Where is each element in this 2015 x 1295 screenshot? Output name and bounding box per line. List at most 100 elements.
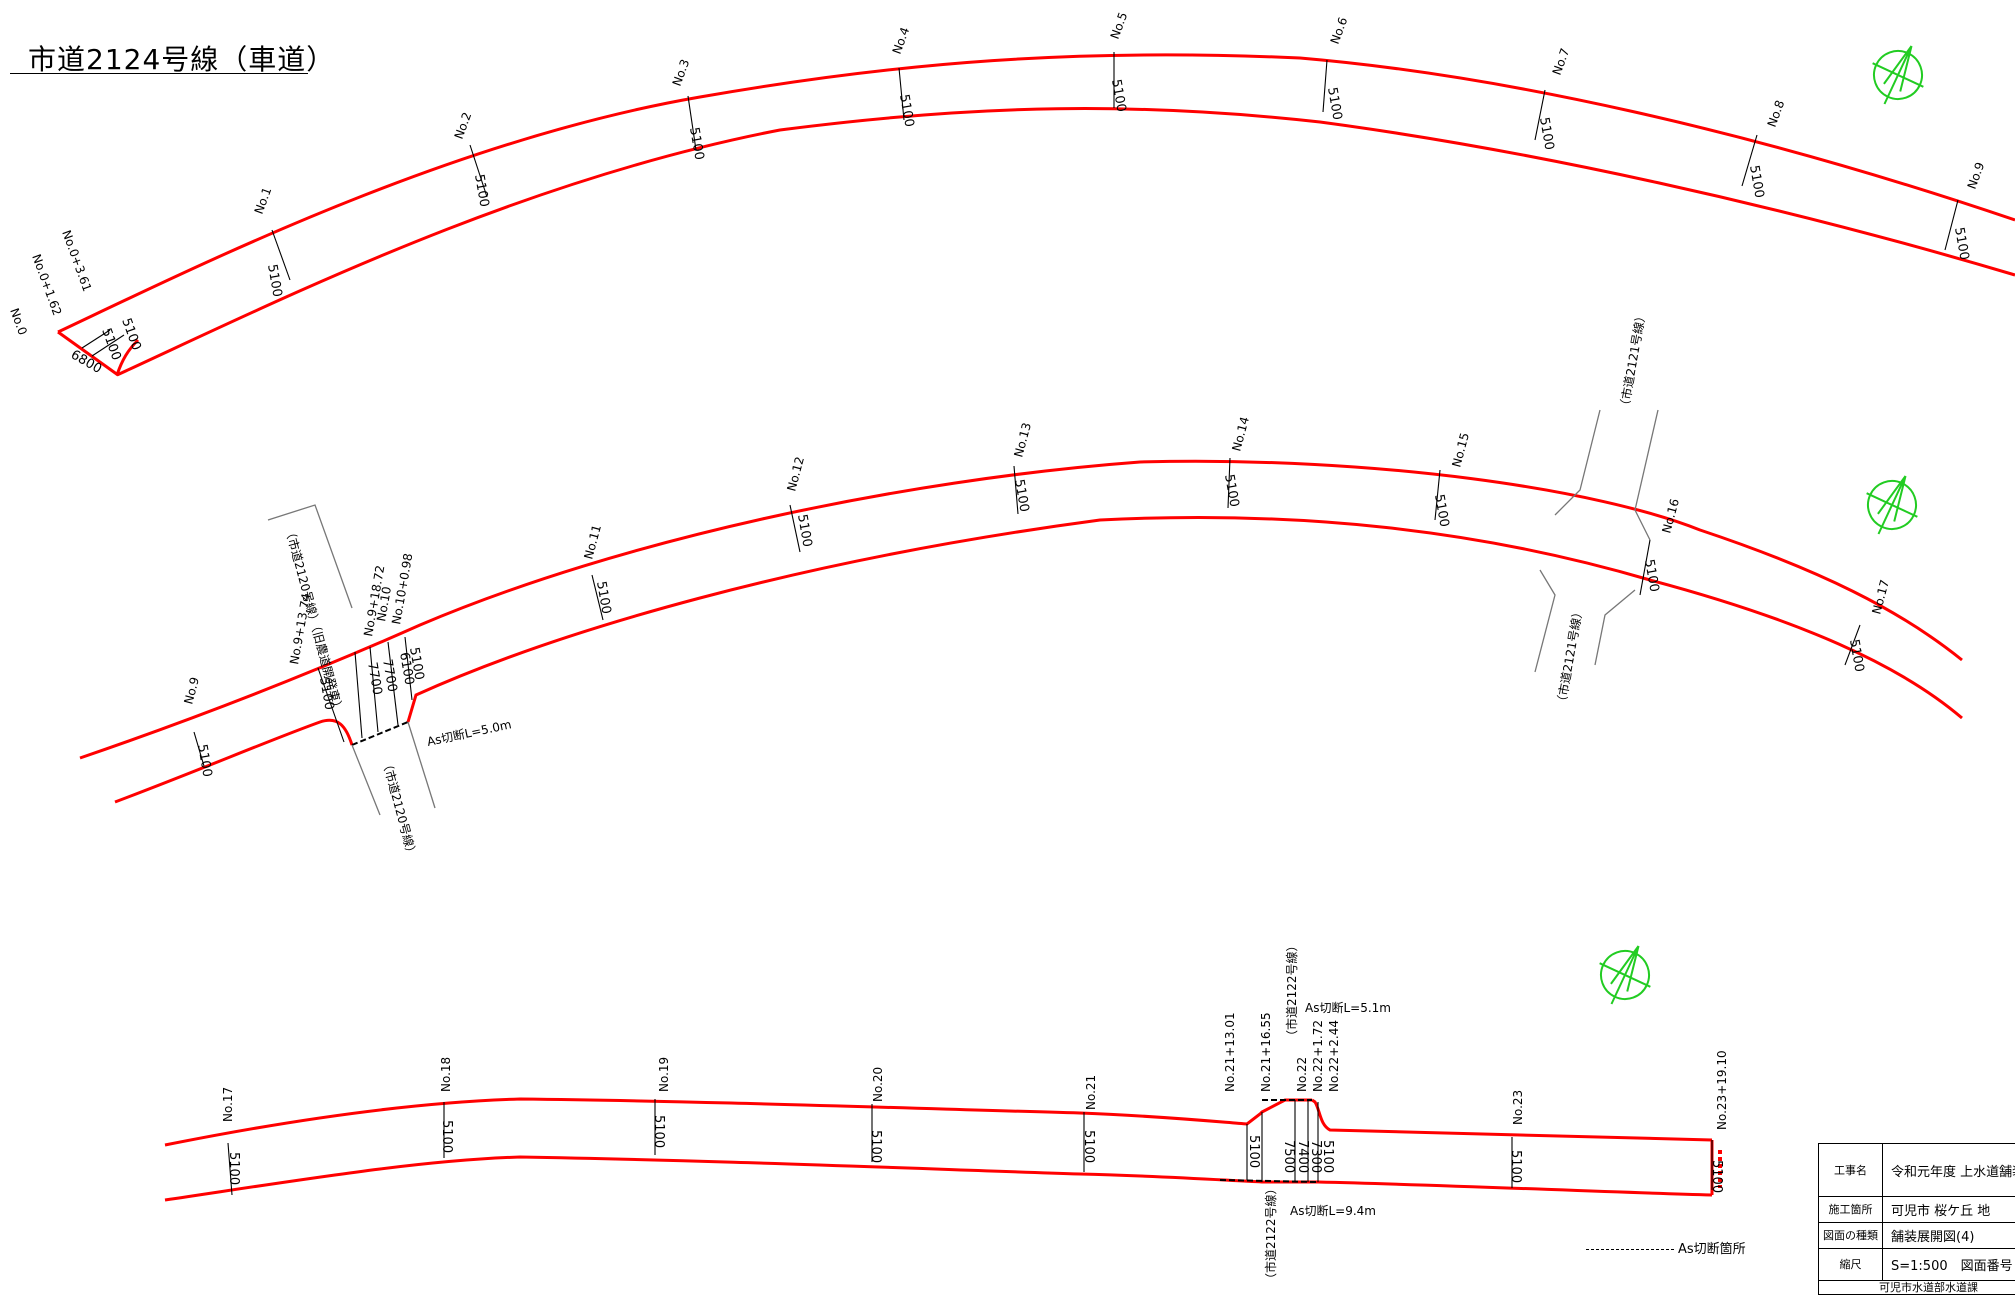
legend: As切断箇所 xyxy=(1586,1238,1746,1257)
width-label: 7700 xyxy=(364,661,385,696)
station-label: No.0+1.62 xyxy=(29,252,64,317)
station-label: No.6 xyxy=(1328,15,1351,46)
cut-note: As切断L=5.1m xyxy=(1305,1000,1391,1015)
width-label: 5100 xyxy=(471,173,492,208)
strip1-start-cap xyxy=(57,330,119,377)
station-label: No.18 xyxy=(439,1057,453,1092)
width-label: 7400 xyxy=(1295,1140,1310,1173)
drawing-title: 市道2124号線（車道） xyxy=(28,43,336,76)
width-label: 5100 xyxy=(1324,86,1345,121)
station-tick xyxy=(227,1142,233,1196)
width-label: 5100 xyxy=(1951,226,1972,261)
station-label: No.15 xyxy=(1449,431,1472,469)
station-label: No.0 xyxy=(7,306,30,337)
side-road-label: （市道2122号線） xyxy=(1263,1182,1278,1285)
station-label: No.7 xyxy=(1550,46,1573,77)
width-label: 5100 xyxy=(1508,1150,1523,1183)
width-label: 5100 xyxy=(686,126,707,161)
station-tick xyxy=(354,651,363,739)
title-block-row-office: 可児市水道部水道課 xyxy=(1819,1280,2015,1294)
station-tick xyxy=(687,95,697,151)
legend-dash-sample xyxy=(1586,1249,1674,1250)
title-block-key: 施工箇所 xyxy=(1819,1196,1883,1222)
strip3-road-top-edge xyxy=(164,1097,1312,1147)
width-label: 6100 xyxy=(396,651,417,686)
title-block-row-scale: 縮尺 S=1:500 図面番号 xyxy=(1819,1248,2015,1281)
width-label: 5100 xyxy=(118,316,143,352)
station-tick xyxy=(81,329,111,349)
side-road-2121-top-right xyxy=(1634,409,1659,541)
station-label: No.2 xyxy=(452,110,475,141)
station-label: No.19 xyxy=(657,1057,671,1092)
strip1-road-bottom-edge xyxy=(116,107,2015,377)
strip2-road-bottom-edge-left xyxy=(114,718,354,804)
station-label: No.21 xyxy=(1084,1075,1098,1110)
station-label: No.21+16.55 xyxy=(1259,1012,1273,1092)
width-label: 5100 xyxy=(1108,78,1129,113)
north-arrow-icon xyxy=(1599,945,1651,1005)
station-tick xyxy=(1434,469,1441,521)
title-underline xyxy=(10,73,308,74)
width-label: 5100 xyxy=(593,580,614,615)
title-block-row-location: 施工箇所 可児市 桜ケ丘 地 xyxy=(1819,1196,2015,1223)
width-label: 5100 xyxy=(194,743,215,778)
side-road-label: （市道2121号線） xyxy=(1616,309,1649,413)
station-tick xyxy=(271,229,291,281)
side-road-label: （市道2120号線）（旧農道開発車） xyxy=(282,525,346,715)
station-label: No.4 xyxy=(890,25,913,56)
strip2-road-bottom-edge-right xyxy=(406,516,1963,723)
station-tick xyxy=(1944,199,1959,251)
station-tick xyxy=(387,641,399,726)
station-tick xyxy=(1844,624,1861,666)
station-label: No.22 xyxy=(1295,1057,1309,1092)
width-label: 5100 xyxy=(1846,638,1867,673)
width-label: 5100 xyxy=(1641,558,1662,593)
station-tick xyxy=(317,667,345,743)
station-tick xyxy=(1322,59,1328,113)
strip1-start-curb xyxy=(115,338,140,376)
station-label: No.23+19.10 xyxy=(1715,1050,1729,1130)
side-road-2120-bottom-right xyxy=(407,721,436,809)
side-road-2121-top-left xyxy=(1554,409,1601,516)
station-label: No.3 xyxy=(670,57,693,88)
title-block: 工事名 令和元年度 上水道舗装復旧その 施工箇所 可児市 桜ケ丘 地 図面の種類… xyxy=(1818,1143,2015,1295)
station-tick xyxy=(193,731,205,767)
width-label: 5100 xyxy=(1246,1135,1261,1168)
title-block-value: 可児市水道部水道課 xyxy=(1879,1281,1978,1294)
width-label: 7500 xyxy=(1281,1140,1296,1173)
width-label: 5100 xyxy=(1320,1140,1335,1173)
title-block-value: 可児市 桜ケ丘 地 xyxy=(1891,1203,1991,1219)
station-label: No.22+2.44 xyxy=(1327,1020,1341,1092)
strip3-road-bottom-edge xyxy=(164,1155,1713,1202)
side-road-label: （市道2122号線） xyxy=(1284,939,1299,1042)
width-label: 5100 xyxy=(794,513,815,548)
station-tick xyxy=(1741,134,1758,187)
station-tick xyxy=(789,504,801,553)
strip3-road-top-edge-right xyxy=(1311,1098,1713,1142)
station-label: No.12 xyxy=(784,455,807,493)
title-block-key: 工事名 xyxy=(1819,1144,1883,1196)
width-label: 7300 xyxy=(1308,1140,1323,1173)
width-label: 5100 xyxy=(1536,116,1557,151)
station-tick xyxy=(369,646,379,733)
station-label: No.16 xyxy=(1659,497,1682,535)
title-block-value: 令和元年度 上水道舗装復旧その xyxy=(1891,1164,2015,1180)
station-label: No.5 xyxy=(1108,10,1131,41)
side-road-2120-bottom-left xyxy=(351,744,381,816)
station-tick xyxy=(591,574,604,621)
strip2-road-top-edge xyxy=(79,459,1963,760)
width-label: 5100 xyxy=(1011,478,1032,513)
title-block-row-type: 図面の種類 舗装展開図(4) xyxy=(1819,1222,2015,1249)
station-label: No.0+3.61 xyxy=(59,228,94,293)
station-tick xyxy=(1013,465,1019,515)
side-road-label: （市道2121号線） xyxy=(1553,605,1586,709)
title-block-value: 舗装展開図(4) xyxy=(1891,1229,1975,1245)
title-block-value: S=1:500 図面番号 xyxy=(1891,1258,2013,1274)
width-label: 5100 xyxy=(651,1115,666,1148)
station-label: No.1 xyxy=(252,185,275,216)
width-label: 5100 xyxy=(1431,493,1452,528)
width-label: 5100 xyxy=(98,326,123,362)
width-label: 5100 xyxy=(1081,1130,1096,1163)
width-label: 5100 xyxy=(1709,1160,1724,1193)
